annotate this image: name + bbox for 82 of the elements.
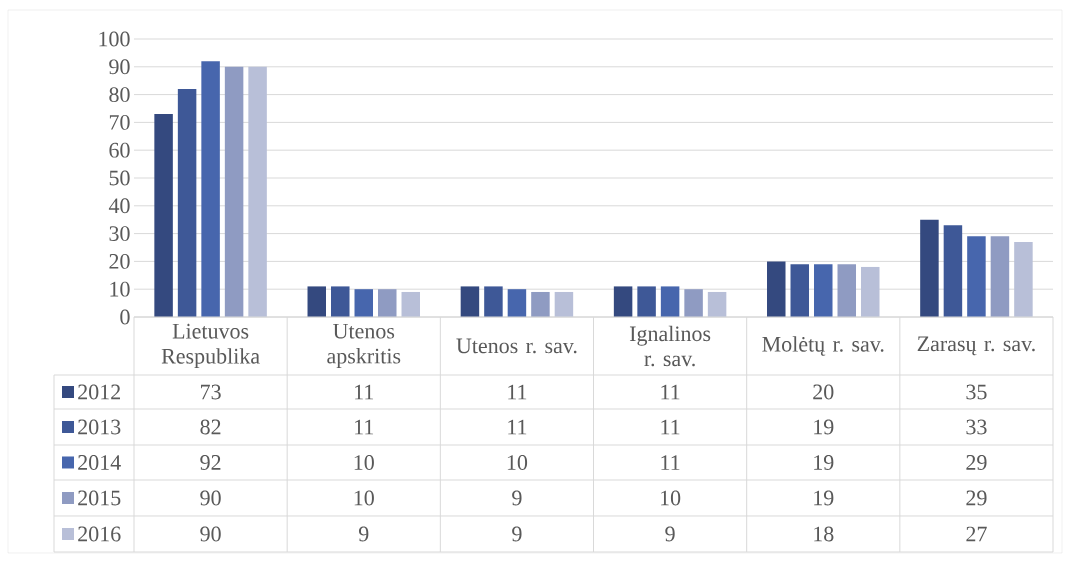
bar bbox=[484, 286, 503, 317]
data-label: 9 bbox=[665, 526, 675, 542]
data-label: 19 bbox=[814, 419, 834, 435]
data-label: 9 bbox=[512, 526, 522, 542]
bar bbox=[814, 264, 833, 317]
bar bbox=[684, 289, 703, 317]
y-tick-label: 40 bbox=[108, 198, 130, 214]
bar bbox=[224, 66, 244, 317]
data-label: 9 bbox=[512, 490, 522, 506]
bar bbox=[613, 286, 633, 317]
bar bbox=[861, 266, 880, 317]
data-label: 90 bbox=[200, 490, 221, 506]
data-label: 33 bbox=[966, 419, 987, 435]
x-tick-label: Lietuvos Respublika bbox=[161, 323, 260, 369]
bar bbox=[554, 291, 574, 317]
data-label: 11 bbox=[355, 384, 374, 400]
bar bbox=[637, 286, 656, 317]
x-tick-label: Molėtų r. sav. bbox=[762, 336, 884, 356]
bar bbox=[967, 236, 986, 317]
bar bbox=[790, 264, 810, 317]
bar bbox=[201, 61, 220, 317]
data-label: 92 bbox=[200, 455, 221, 470]
data-label: 27 bbox=[966, 526, 987, 542]
data-label: 73 bbox=[201, 384, 221, 400]
data-label: 10 bbox=[661, 490, 681, 506]
bar bbox=[401, 291, 421, 317]
bar bbox=[507, 289, 527, 317]
bar bbox=[767, 261, 786, 317]
data-label: 11 bbox=[508, 419, 527, 435]
y-tick-label: 60 bbox=[109, 142, 130, 158]
data-label: 29 bbox=[966, 490, 987, 506]
data-label: 82 bbox=[200, 419, 221, 435]
data-label: 10 bbox=[354, 455, 374, 470]
bar bbox=[707, 291, 727, 317]
legend-label: 2013 bbox=[78, 419, 121, 435]
y-tick-label: 80 bbox=[109, 87, 130, 103]
y-tick-label: 0 bbox=[120, 309, 130, 325]
bar bbox=[837, 264, 857, 317]
data-label: 19 bbox=[814, 490, 834, 506]
y-tick-label: 30 bbox=[109, 226, 130, 242]
data-label: 11 bbox=[355, 419, 374, 435]
legend-label: 2012 bbox=[78, 384, 120, 400]
bar bbox=[943, 225, 963, 317]
legend-label: 2014 bbox=[78, 455, 121, 470]
data-label: 10 bbox=[507, 455, 528, 470]
bar bbox=[1014, 241, 1033, 317]
legend-label: 2016 bbox=[78, 526, 121, 542]
x-tick-label: Utenos apskritis bbox=[327, 323, 401, 369]
y-tick-label: 20 bbox=[109, 253, 130, 269]
bar bbox=[378, 289, 397, 317]
y-tick-label: 70 bbox=[109, 114, 130, 130]
data-label: 11 bbox=[661, 384, 680, 400]
y-tick-label: 10 bbox=[110, 281, 130, 297]
legend-label: 2015 bbox=[78, 490, 121, 506]
data-label: 11 bbox=[661, 455, 680, 470]
bar bbox=[331, 286, 350, 317]
x-tick-label: Utenos r. sav. bbox=[456, 338, 577, 354]
data-label: 18 bbox=[814, 526, 834, 542]
bar bbox=[354, 289, 374, 317]
y-tick-label: 90 bbox=[109, 59, 130, 75]
bar bbox=[248, 66, 267, 317]
data-label: 19 bbox=[814, 455, 834, 470]
bar bbox=[177, 89, 197, 317]
bar bbox=[990, 236, 1010, 317]
data-label: 11 bbox=[661, 419, 680, 435]
x-tick-label: Zarasų r. sav. bbox=[917, 336, 1035, 356]
bar bbox=[460, 286, 480, 317]
data-label: 29 bbox=[966, 455, 987, 470]
data-label: 90 bbox=[200, 526, 221, 542]
bar bbox=[307, 286, 327, 317]
data-label: 20 bbox=[813, 384, 834, 400]
data-label: 11 bbox=[508, 384, 527, 400]
x-tick-label: Ignalinos r. sav. bbox=[629, 325, 711, 367]
data-label: 9 bbox=[358, 526, 369, 542]
bar bbox=[154, 114, 173, 317]
bar bbox=[531, 291, 550, 317]
data-label: 35 bbox=[966, 384, 987, 400]
y-tick-label: 100 bbox=[99, 31, 130, 47]
y-tick-label: 50 bbox=[109, 170, 130, 186]
bar bbox=[660, 286, 680, 317]
data-label: 10 bbox=[354, 490, 374, 506]
bar bbox=[920, 219, 939, 317]
